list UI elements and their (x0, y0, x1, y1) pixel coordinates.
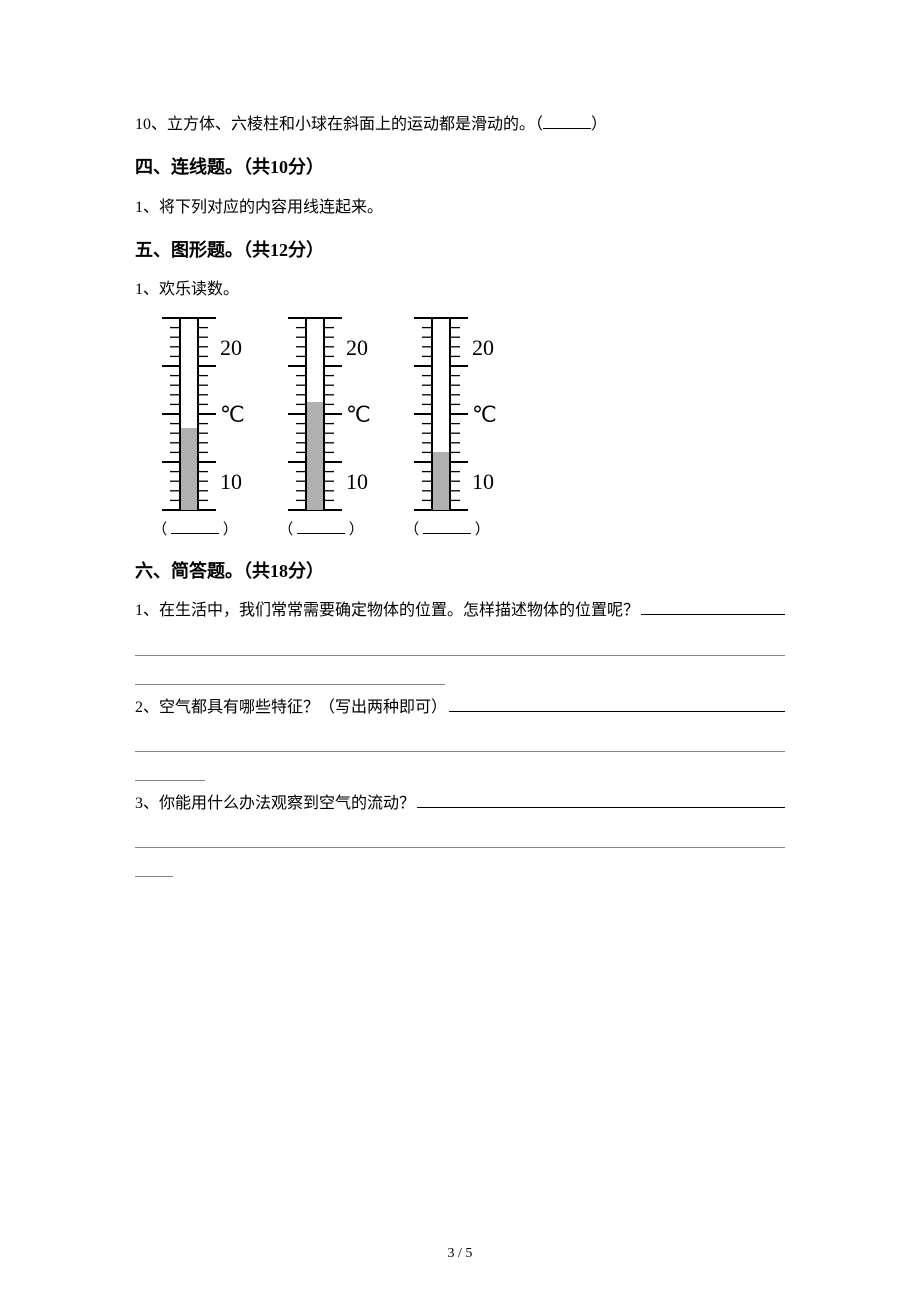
s4-q1-text: 将下列对应的内容用线连起来。 (159, 193, 383, 223)
page-number: 3 / 5 (0, 1241, 920, 1268)
s6-q2-line-1[interactable] (135, 751, 785, 752)
s6-q1-line-2[interactable] (135, 684, 445, 685)
thermometer-1: 20 ℃ 10 （ ） (135, 314, 255, 545)
svg-text:20: 20 (346, 334, 368, 359)
q10-prefix: 10、 (135, 110, 167, 140)
s6-q3-line-1[interactable] (135, 847, 785, 848)
svg-text:20: 20 (472, 334, 494, 359)
thermometer-3-svg: 20 ℃ 10 (387, 314, 507, 514)
thermometer-2-svg: 20 ℃ 10 (261, 314, 381, 514)
svg-text:℃: ℃ (220, 402, 245, 427)
section-6-heading: 六、简答题。（共18分） (135, 554, 785, 588)
section-6-q1: 1、 在生活中，我们常常需要确定物体的位置。怎样描述物体的位置呢？ (135, 596, 785, 626)
thermo-2-answer: （ ） (278, 516, 364, 545)
section-4-heading: 四、连线题。（共10分） (135, 150, 785, 184)
svg-text:℃: ℃ (472, 402, 497, 427)
svg-text:℃: ℃ (346, 402, 371, 427)
svg-text:20: 20 (220, 334, 242, 359)
s4-q1-prefix: 1、 (135, 193, 159, 223)
s6-q3-prefix: 3、 (135, 789, 159, 819)
s6-q3-tail-blank[interactable] (417, 790, 785, 808)
svg-text:10: 10 (220, 469, 242, 494)
q10-blank[interactable] (543, 111, 591, 129)
paren-close-3: ） (475, 522, 490, 538)
thermo-2-blank[interactable] (297, 517, 345, 534)
question-10: 10、 立方体、六棱柱和小球在斜面上的运动都是滑动的。（ ） (135, 110, 785, 140)
thermo-1-blank[interactable] (171, 517, 219, 534)
section-4-q1: 1、 将下列对应的内容用线连起来。 (135, 193, 785, 223)
s6-q1-tail-blank[interactable] (641, 598, 785, 616)
paren-open-2: （ (278, 522, 293, 538)
paren-open-1: （ (152, 522, 167, 538)
s6-q3-text: 你能用什么办法观察到空气的流动？ (159, 789, 415, 819)
s6-q2-prefix: 2、 (135, 693, 159, 723)
s6-q2-tail-blank[interactable] (449, 694, 785, 712)
thermometer-3: 20 ℃ 10 （ ） (387, 314, 507, 545)
thermometers-row: 20 ℃ 10 （ ） 20 ℃ 10 （ ） 20 ℃ 10 （ ） (135, 314, 785, 545)
s6-q1-prefix: 1、 (135, 596, 159, 626)
section-6-q3: 3、 你能用什么办法观察到空气的流动？ (135, 789, 785, 819)
thermometer-2: 20 ℃ 10 （ ） (261, 314, 381, 545)
s5-q1-prefix: 1、 (135, 275, 159, 305)
s6-q1-line-1[interactable] (135, 655, 785, 656)
section-5-heading: 五、图形题。（共12分） (135, 233, 785, 267)
s6-q2-line-2[interactable] (135, 780, 205, 781)
paren-close-1: ） (223, 522, 238, 538)
s5-q1-text: 欢乐读数。 (159, 275, 239, 305)
s6-q1-text: 在生活中，我们常常需要确定物体的位置。怎样描述物体的位置呢？ (159, 596, 639, 626)
svg-text:10: 10 (472, 469, 494, 494)
svg-text:10: 10 (346, 469, 368, 494)
paren-close-2: ） (349, 522, 364, 538)
q10-suffix: ） (591, 110, 607, 140)
thermo-3-blank[interactable] (423, 517, 471, 534)
thermo-1-answer: （ ） (152, 516, 238, 545)
s6-q2-text: 空气都具有哪些特征？（写出两种即可） (159, 693, 447, 723)
paren-open-3: （ (404, 522, 419, 538)
section-5-q1: 1、 欢乐读数。 (135, 275, 785, 305)
q10-text: 立方体、六棱柱和小球在斜面上的运动都是滑动的。（ (167, 110, 543, 140)
thermometer-1-svg: 20 ℃ 10 (135, 314, 255, 514)
thermo-3-answer: （ ） (404, 516, 490, 545)
s6-q3-line-2[interactable] (135, 876, 173, 877)
section-6-q2: 2、 空气都具有哪些特征？（写出两种即可） (135, 693, 785, 723)
